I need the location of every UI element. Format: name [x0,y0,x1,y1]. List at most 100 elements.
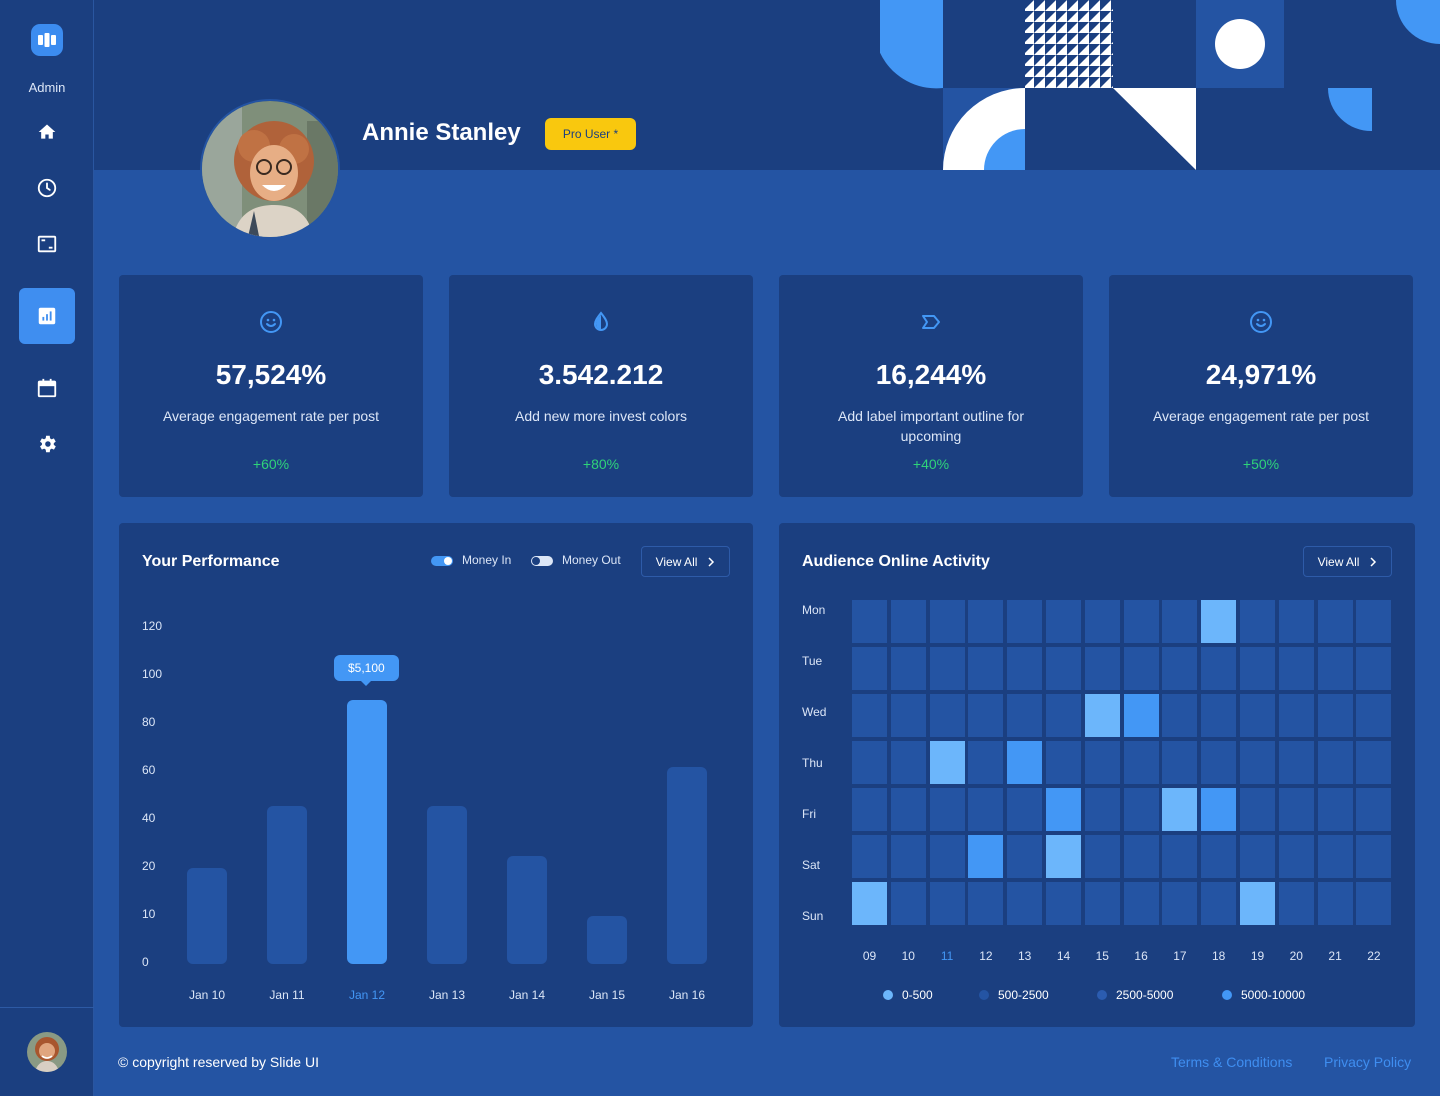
heatmap-cell[interactable] [890,741,926,784]
heatmap-cell[interactable] [1240,600,1275,643]
heatmap-cell[interactable] [1201,882,1237,925]
heatmap-cell[interactable] [1201,741,1237,784]
heatmap-cell[interactable] [1356,647,1392,690]
heatmap-cell[interactable] [929,788,965,831]
heatmap-cell[interactable] [1278,647,1314,690]
heatmap-cell[interactable] [1162,882,1198,925]
heatmap-cell[interactable] [1123,600,1159,643]
heatmap-cell[interactable] [1278,741,1314,784]
heatmap-cell[interactable] [1046,741,1081,784]
heatmap-cell[interactable] [1162,647,1198,690]
heatmap-cell[interactable] [1084,694,1120,737]
heatmap-cell[interactable] [968,600,1004,643]
heatmap-cell[interactable] [890,882,926,925]
nav-settings[interactable] [19,416,75,472]
heatmap-cell[interactable] [1317,741,1353,784]
profile-avatar[interactable] [200,99,340,239]
heatmap-cell[interactable] [890,647,926,690]
heatmap-cell[interactable] [1317,788,1353,831]
heatmap-cell[interactable] [1084,882,1120,925]
heatmap-cell[interactable] [1123,694,1159,737]
heatmap-cell[interactable] [968,694,1004,737]
heatmap-cell[interactable] [1201,694,1237,737]
heatmap-cell[interactable] [929,741,965,784]
bar-jan-10[interactable] [187,868,227,964]
heatmap-cell[interactable] [1123,788,1159,831]
heatmap-cell[interactable] [852,600,887,643]
heatmap-cell[interactable] [1356,788,1392,831]
heatmap-cell[interactable] [1046,788,1081,831]
bar-jan-15[interactable] [587,916,627,964]
heatmap-cell[interactable] [1201,600,1237,643]
heatmap-cell[interactable] [968,647,1004,690]
heatmap-cell[interactable] [1084,600,1120,643]
heatmap-cell[interactable] [1240,694,1275,737]
heatmap-cell[interactable] [1123,835,1159,878]
heatmap-cell[interactable] [1317,600,1353,643]
heatmap-cell[interactable] [1240,741,1275,784]
heatmap-cell[interactable] [1007,788,1043,831]
heatmap-cell[interactable] [1046,694,1081,737]
heatmap-cell[interactable] [1317,835,1353,878]
heatmap-cell[interactable] [852,882,887,925]
heatmap-cell[interactable] [1123,882,1159,925]
heatmap-cell[interactable] [929,882,965,925]
heatmap-cell[interactable] [1046,835,1081,878]
heatmap-cell[interactable] [1162,741,1198,784]
heatmap-cell[interactable] [1007,882,1043,925]
heatmap-cell[interactable] [1240,788,1275,831]
heatmap-cell[interactable] [1240,647,1275,690]
heatmap-cell[interactable] [929,600,965,643]
heatmap-cell[interactable] [929,647,965,690]
user-avatar-small[interactable] [27,1032,67,1072]
heatmap-cell[interactable] [1278,835,1314,878]
view-all-button[interactable]: View All [641,546,730,577]
heatmap-cell[interactable] [1123,741,1159,784]
nav-home[interactable] [19,104,75,160]
heatmap-cell[interactable] [1162,835,1198,878]
heatmap-cell[interactable] [1356,694,1392,737]
heatmap-cell[interactable] [1084,741,1120,784]
heatmap-cell[interactable] [968,882,1004,925]
nav-history[interactable] [19,160,75,216]
heatmap-cell[interactable] [1084,835,1120,878]
heatmap-cell[interactable] [1356,600,1392,643]
heatmap-cell[interactable] [1084,788,1120,831]
heatmap-cell[interactable] [1201,788,1237,831]
nav-analytics[interactable] [19,288,75,344]
heatmap-cell[interactable] [852,647,887,690]
heatmap-cell[interactable] [1317,694,1353,737]
heatmap-cell[interactable] [1046,882,1081,925]
heatmap-cell[interactable] [1240,835,1275,878]
money-out-toggle[interactable] [531,556,553,566]
heatmap-cell[interactable] [1356,882,1392,925]
privacy-link[interactable]: Privacy Policy [1324,1054,1412,1070]
terms-link[interactable]: Terms & Conditions [1171,1054,1293,1070]
heatmap-cell[interactable] [1278,882,1314,925]
heatmap-cell[interactable] [890,788,926,831]
bar-jan-11[interactable] [267,805,307,964]
app-logo[interactable] [31,24,63,56]
nav-media[interactable] [19,216,75,272]
heatmap-cell[interactable] [1162,788,1198,831]
heatmap-cell[interactable] [968,741,1004,784]
heatmap-cell[interactable] [1007,600,1043,643]
heatmap-cell[interactable] [890,600,926,643]
heatmap-cell[interactable] [1162,694,1198,737]
heatmap-cell[interactable] [929,694,965,737]
heatmap-cell[interactable] [968,788,1004,831]
heatmap-cell[interactable] [1201,835,1237,878]
heatmap-cell[interactable] [852,788,887,831]
heatmap-cell[interactable] [1007,741,1043,784]
heatmap-cell[interactable] [1162,600,1198,643]
heatmap-cell[interactable] [968,835,1004,878]
heatmap-cell[interactable] [1278,694,1314,737]
heatmap-cell[interactable] [1317,647,1353,690]
heatmap-cell[interactable] [1046,647,1081,690]
heatmap-cell[interactable] [890,835,926,878]
heatmap-cell[interactable] [1278,788,1314,831]
heatmap-cell[interactable] [1046,600,1081,643]
heatmap-cell[interactable] [1278,600,1314,643]
heatmap-cell[interactable] [1007,835,1043,878]
heatmap-cell[interactable] [852,694,887,737]
